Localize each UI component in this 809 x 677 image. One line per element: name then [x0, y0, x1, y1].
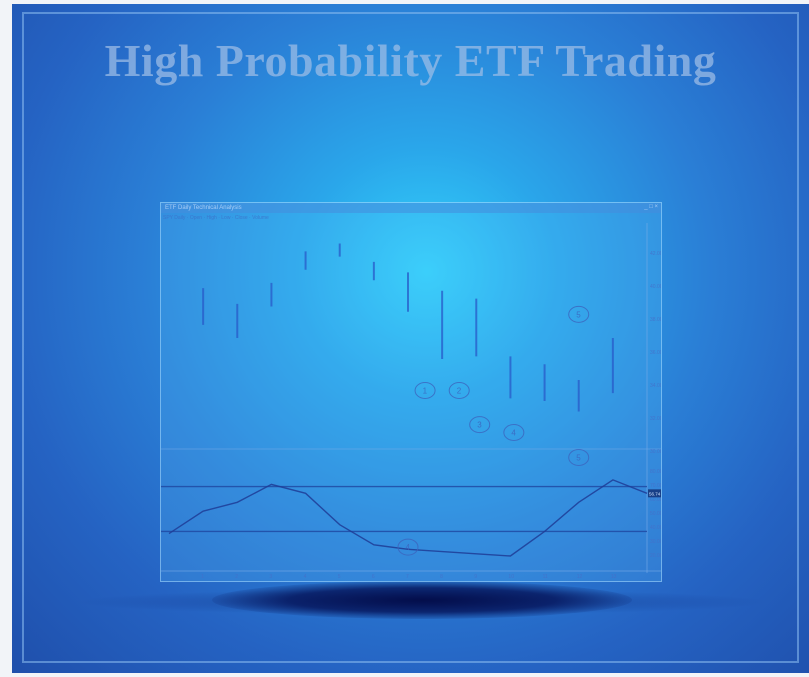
x-tick-label: 9	[474, 574, 477, 580]
annotation-circle	[568, 305, 590, 323]
annotation-number: 3	[477, 421, 482, 430]
indicator-tick-label: 40.00	[650, 525, 661, 531]
indicator-tick-label: 30.00	[650, 539, 661, 545]
annotation-circle	[469, 416, 491, 434]
x-tick-label: 4	[304, 574, 307, 580]
window-title: ETF Daily Technical Analysis	[165, 205, 242, 211]
price-tick-label: 38.00	[650, 317, 661, 323]
annotation-number: 1	[423, 387, 428, 396]
price-tick-label: 32.00	[650, 416, 661, 422]
floor-shadow	[212, 581, 632, 619]
annotation-circle	[568, 448, 590, 466]
indicator-tick-label: 70.00	[650, 483, 661, 489]
cover-frame	[22, 12, 799, 663]
x-tick-label: 5	[338, 574, 341, 580]
indicator-line	[168, 479, 648, 557]
current-value-label: 56.74	[649, 491, 661, 496]
annotation-circle	[448, 382, 470, 399]
x-tick-label: 11	[543, 574, 548, 580]
annotation-circle	[414, 382, 436, 399]
x-tick-label: 6	[372, 574, 375, 580]
annotation-circle	[503, 424, 525, 441]
x-tick-label: 13	[611, 574, 617, 580]
annotation-number: 5	[576, 453, 581, 462]
price-tick-label: 36.00	[650, 350, 661, 356]
annotation-number: 4	[511, 429, 516, 438]
window-titlebar: ETF Daily Technical Analysis _ □ ×	[161, 203, 661, 213]
x-tick-label: 8	[440, 574, 443, 580]
x-tick-label: 10	[508, 574, 514, 580]
annotation-number: 5	[576, 310, 581, 319]
annotation-number: 4	[406, 543, 411, 552]
price-tick-label: 42.00	[650, 251, 661, 257]
indicator-tick-label: 80.00	[650, 469, 661, 475]
price-tick-label: 34.00	[650, 383, 661, 389]
price-tick-label: 30.00	[650, 449, 661, 455]
chart-window: ETF Daily Technical Analysis _ □ × SPY D…	[160, 202, 662, 582]
indicator-tick-label: 60.00	[650, 497, 661, 503]
x-tick-label: 2	[235, 574, 238, 580]
x-tick-label: 7	[406, 574, 409, 580]
price-tick-label: 40.00	[650, 284, 661, 290]
chart-canvas: 42.00 40.00 38.00 36.00 34.00 32.00 30.00 80.00…	[161, 223, 661, 580]
annotation-number: 2	[457, 387, 462, 396]
annotation-circle	[397, 538, 419, 556]
x-tick-label: 12	[577, 574, 583, 580]
chart-info-bar: SPY Daily · Open · High · Low · Close · …	[163, 215, 269, 221]
window-controls[interactable]: _ □ ×	[644, 204, 658, 210]
cover-title: High Probability ETF Trading	[104, 35, 717, 86]
indicator-tick-label: 50.00	[650, 511, 661, 517]
x-tick-label: 3	[269, 574, 272, 580]
current-value-tag	[648, 489, 661, 498]
ebook-cover: High Probability ETF Trading ETF Daily T…	[12, 4, 809, 673]
indicator-tick-label: 20.00	[650, 553, 661, 559]
x-tick-label: 1	[201, 574, 204, 580]
